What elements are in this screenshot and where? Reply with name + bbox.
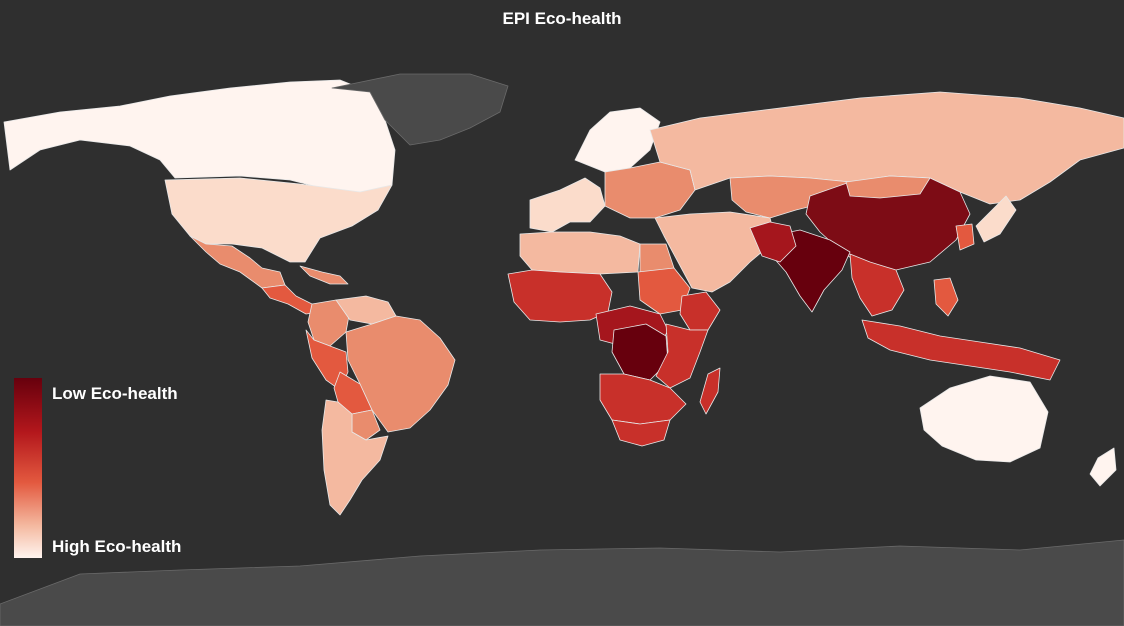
legend-low-label: Low Eco-health — [52, 384, 178, 403]
region-ethiopia — [679, 291, 721, 331]
region-mexico — [189, 235, 286, 289]
region-argentina-and-chile — [321, 399, 389, 516]
region-philippines — [933, 277, 959, 317]
region-southern-africa — [599, 373, 687, 425]
region-greenland — [331, 73, 509, 146]
region-canada-and-alaska — [3, 79, 396, 196]
legend-high-label: High Eco-health — [52, 537, 182, 556]
region-eastern-europe — [604, 161, 696, 219]
region-north-africa — [519, 231, 641, 275]
region-indonesia — [861, 319, 1061, 381]
region-australia — [919, 375, 1049, 463]
region-madagascar — [699, 367, 721, 415]
region-east-africa — [655, 323, 709, 389]
map-title: EPI Eco-health — [502, 9, 622, 28]
region-peru — [305, 329, 349, 391]
region-middle-east — [654, 211, 777, 293]
region-new-zealand — [1089, 447, 1117, 487]
region-caribbean — [299, 265, 349, 285]
region-japan — [975, 195, 1017, 243]
region-mongolia — [845, 175, 931, 199]
region-western-europe — [529, 177, 606, 233]
region-antarctica — [0, 539, 1124, 626]
region-southeast-asia — [849, 253, 905, 317]
legend-color-scale — [14, 378, 42, 558]
region-scandinavia — [574, 107, 661, 173]
region-korea — [955, 223, 975, 251]
region-pakistan — [749, 221, 797, 263]
region-south-africa — [611, 419, 671, 447]
